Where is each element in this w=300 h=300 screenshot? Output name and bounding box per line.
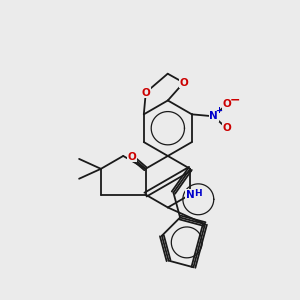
Text: O: O [179, 78, 188, 88]
Text: O: O [222, 99, 231, 110]
Text: N: N [209, 111, 218, 121]
Text: O: O [141, 88, 150, 98]
Text: −: − [230, 94, 241, 107]
Text: O: O [127, 152, 136, 162]
Text: O: O [222, 123, 231, 133]
Text: +: + [215, 106, 222, 115]
Text: H: H [194, 189, 202, 198]
Text: N: N [186, 190, 194, 200]
